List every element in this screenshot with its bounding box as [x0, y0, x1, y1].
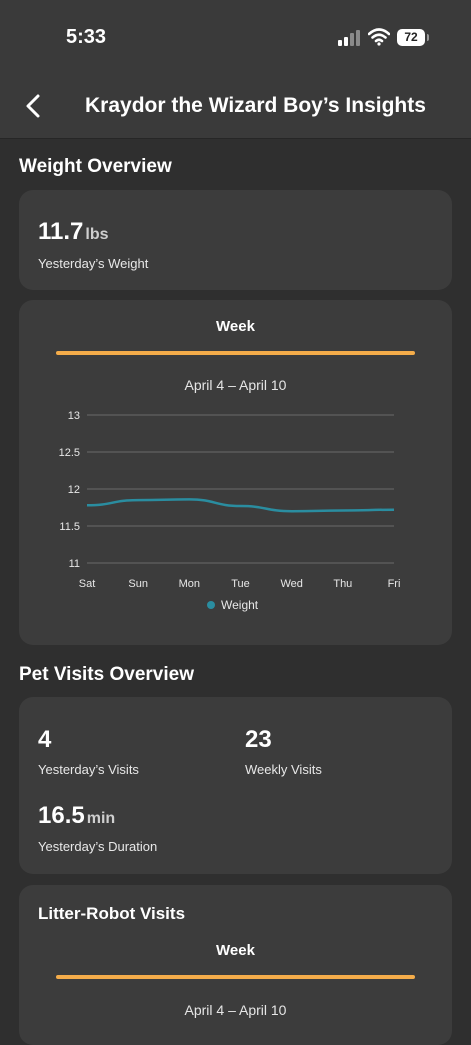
date-range: April 4 – April 10	[19, 377, 452, 393]
litter-date-range: April 4 – April 10	[19, 1002, 452, 1018]
litter-robot-visits-card: Litter-Robot Visits Week April 4 – April…	[19, 885, 452, 1045]
tab-week-litter[interactable]: Week	[19, 942, 452, 959]
x-tick-label: Fri	[388, 578, 401, 590]
y-tick-label: 13	[68, 410, 80, 422]
yesterday-visits-label: Yesterday’s Visits	[38, 762, 139, 777]
yesterday-duration-label: Yesterday’s Duration	[38, 839, 157, 854]
x-tick-label: Thu	[333, 578, 352, 590]
duration-unit: min	[87, 810, 115, 827]
y-tick-label: 11.5	[59, 521, 80, 533]
x-tick-label: Mon	[179, 578, 200, 590]
pet-visits-card: 4 Yesterday’s Visits 23 Weekly Visits 16…	[19, 697, 452, 874]
cellular-signal-icon	[338, 30, 362, 46]
y-tick-label: 12	[68, 484, 80, 496]
x-tick-label: Sun	[128, 578, 148, 590]
weekly-visits-label: Weekly Visits	[245, 762, 322, 777]
weight-line-chart: 11 11.5 12 12.5 13 Sat Sun Mon Tue Wed Thu Fri Weigh…	[19, 400, 452, 625]
battery-icon: 72	[397, 29, 425, 46]
y-tick-label: 12.5	[59, 447, 80, 459]
battery-level: 72	[404, 30, 417, 44]
pet-visits-overview-title: Pet Visits Overview	[19, 664, 194, 686]
legend-marker	[207, 601, 215, 609]
weekly-visits-value: 23	[245, 726, 272, 754]
x-tick-label: Tue	[231, 578, 250, 590]
weight-unit: lbs	[85, 226, 108, 243]
back-chevron-icon[interactable]	[22, 93, 44, 119]
tab-week-indicator	[56, 351, 415, 355]
status-bar: 5:33 72	[0, 0, 471, 78]
legend-label: Weight	[221, 598, 259, 612]
page-title: Kraydor the Wizard Boy’s Insights	[85, 94, 426, 118]
weight-number: 11.7	[38, 218, 83, 245]
nav-bar: Kraydor the Wizard Boy’s Insights	[0, 78, 471, 139]
y-tick-label: 11	[69, 558, 80, 570]
status-time: 5:33	[66, 26, 106, 49]
yesterday-weight-label: Yesterday’s Weight	[38, 256, 148, 271]
x-tick-label: Sat	[79, 578, 96, 590]
duration-number: 16.5	[38, 802, 85, 829]
tab-week[interactable]: Week	[19, 318, 452, 335]
x-tick-label: Wed	[280, 578, 302, 590]
tab-week-litter-indicator	[56, 975, 415, 979]
series-line-weight	[87, 499, 394, 511]
weight-overview-title: Weight Overview	[19, 156, 172, 178]
weight-chart-card: Week April 4 – April 10 11 11.5 12 12.5 13 Sa…	[19, 300, 452, 645]
litter-robot-visits-title: Litter-Robot Visits	[38, 904, 185, 924]
yesterday-visits-value: 4	[38, 726, 51, 754]
wifi-icon	[368, 28, 390, 46]
